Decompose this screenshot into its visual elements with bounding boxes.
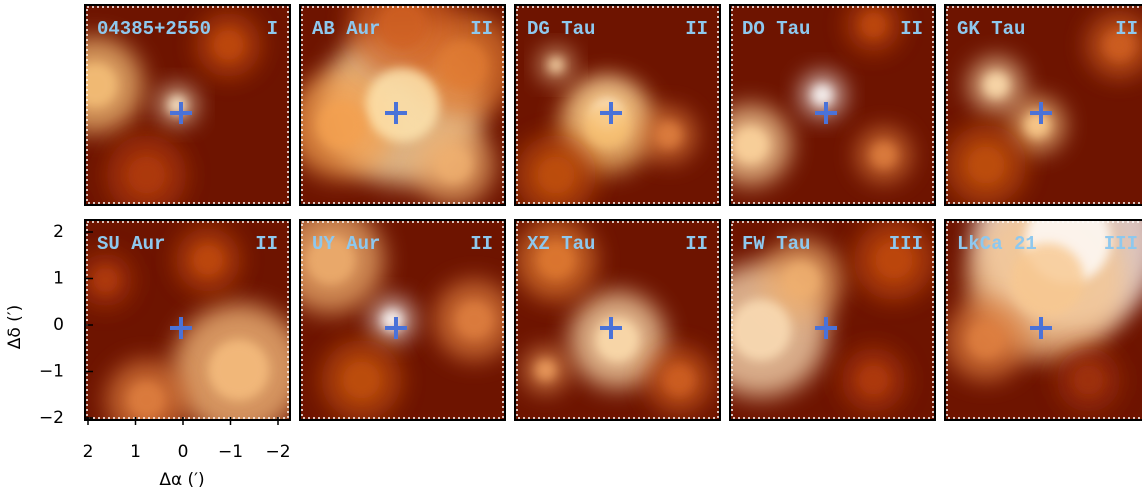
panel: FW Tau III	[694, 220, 935, 420]
source-name: AB Aur	[312, 18, 380, 40]
source-class: II	[900, 18, 923, 40]
panel: SU Aur II	[79, 220, 306, 440]
source-name: 04385+2550	[97, 18, 211, 40]
source-class: III	[1104, 233, 1138, 255]
source-name: DG Tau	[527, 18, 595, 40]
y-tick-label: −2	[39, 408, 64, 428]
x-tick-label: 0	[178, 442, 189, 462]
x-tick-label: 1	[130, 442, 141, 462]
y-tick-label: 0	[53, 315, 64, 335]
y-tick-label: 1	[53, 269, 64, 289]
panel: 04385+2550 I	[47, 5, 290, 215]
x-axis-label: Δα (′)	[159, 470, 204, 490]
source-class: I	[267, 18, 278, 40]
source-name: GK Tau	[957, 18, 1025, 40]
source-class: II	[685, 233, 708, 255]
source-name: XZ Tau	[527, 233, 595, 255]
source-class: III	[889, 233, 923, 255]
y-tick-label: −1	[39, 362, 64, 382]
y-axis-label: Δδ (′)	[5, 305, 25, 350]
source-class: II	[685, 18, 708, 40]
source-name: FW Tau	[742, 233, 810, 255]
x-tick-label: −2	[265, 442, 290, 462]
source-class: II	[255, 233, 278, 255]
panel: DG Tau II	[515, 5, 720, 215]
source-name: DO Tau	[742, 18, 810, 40]
source-class: II	[470, 18, 493, 40]
source-name: UY Aur	[312, 233, 380, 255]
panel: GK Tau II	[945, 5, 1142, 205]
figure: Δδ (′) Δα (′) 04385+2550 I AB Aur II DG Tau I…	[0, 0, 1142, 493]
panel: UY Aur II	[277, 207, 514, 420]
source-name: SU Aur	[97, 233, 165, 255]
source-class: II	[1115, 18, 1138, 40]
x-tick-label: −1	[218, 442, 243, 462]
panel: DO Tau II	[711, 0, 935, 205]
source-name: LkCa 21	[957, 233, 1037, 255]
source-class: II	[470, 233, 493, 255]
panel: AB Aur II	[288, 0, 518, 205]
x-tick-label: 2	[83, 442, 94, 462]
y-tick-label: 2	[53, 222, 64, 242]
panel: XZ Tau II	[515, 220, 720, 420]
